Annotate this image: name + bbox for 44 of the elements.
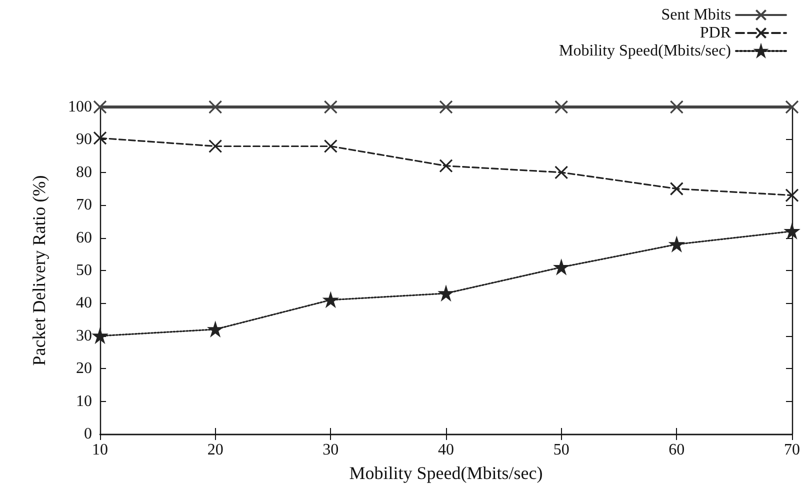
point (554, 166, 568, 180)
x-tick-label: 30 (322, 442, 339, 458)
point (785, 224, 799, 238)
legend-label: PDR (700, 24, 732, 42)
point (439, 286, 453, 300)
y-tick-label: 40 (76, 294, 92, 312)
point (93, 100, 107, 114)
point (208, 139, 222, 154)
point (208, 322, 222, 336)
y-tick-label: 70 (76, 196, 92, 214)
point (785, 100, 799, 114)
legend-label: Mobility Speed(Mbits/sec) (559, 42, 731, 60)
point (439, 100, 453, 114)
y-tick-label: 100 (68, 98, 92, 116)
legend-label: Sent Mbits (661, 6, 731, 24)
point (93, 329, 107, 343)
x-tick-label: 70 (784, 442, 800, 458)
y-tick-label: 0 (84, 426, 92, 442)
x-tick-label: 20 (207, 442, 224, 458)
point (670, 182, 684, 196)
point (670, 238, 684, 252)
point (439, 159, 453, 173)
point (670, 100, 684, 114)
x-tick-label: 40 (438, 442, 454, 458)
y-tick-label: 90 (76, 131, 92, 148)
y-tick-label: 60 (76, 229, 92, 246)
x-tick-label: 10 (92, 442, 108, 458)
point (208, 100, 222, 114)
point (324, 139, 338, 154)
point (324, 293, 338, 307)
point (93, 131, 107, 145)
point (785, 188, 799, 202)
x-axis-title: Mobility Speed(Mbits/sec) (349, 463, 543, 483)
point (554, 260, 568, 274)
x-tick-label: 60 (668, 442, 685, 458)
x-tick-label: 50 (553, 442, 570, 458)
y-tick-label: 30 (76, 327, 92, 344)
point (324, 100, 338, 114)
point (554, 100, 568, 114)
y-tick-label: 50 (76, 262, 92, 279)
y-axis-title: Packet Delivery Ratio (%) (29, 175, 49, 366)
y-tick-label: 20 (76, 360, 92, 378)
y-tick-label: 80 (76, 164, 92, 181)
y-tick-label: 10 (76, 392, 92, 410)
